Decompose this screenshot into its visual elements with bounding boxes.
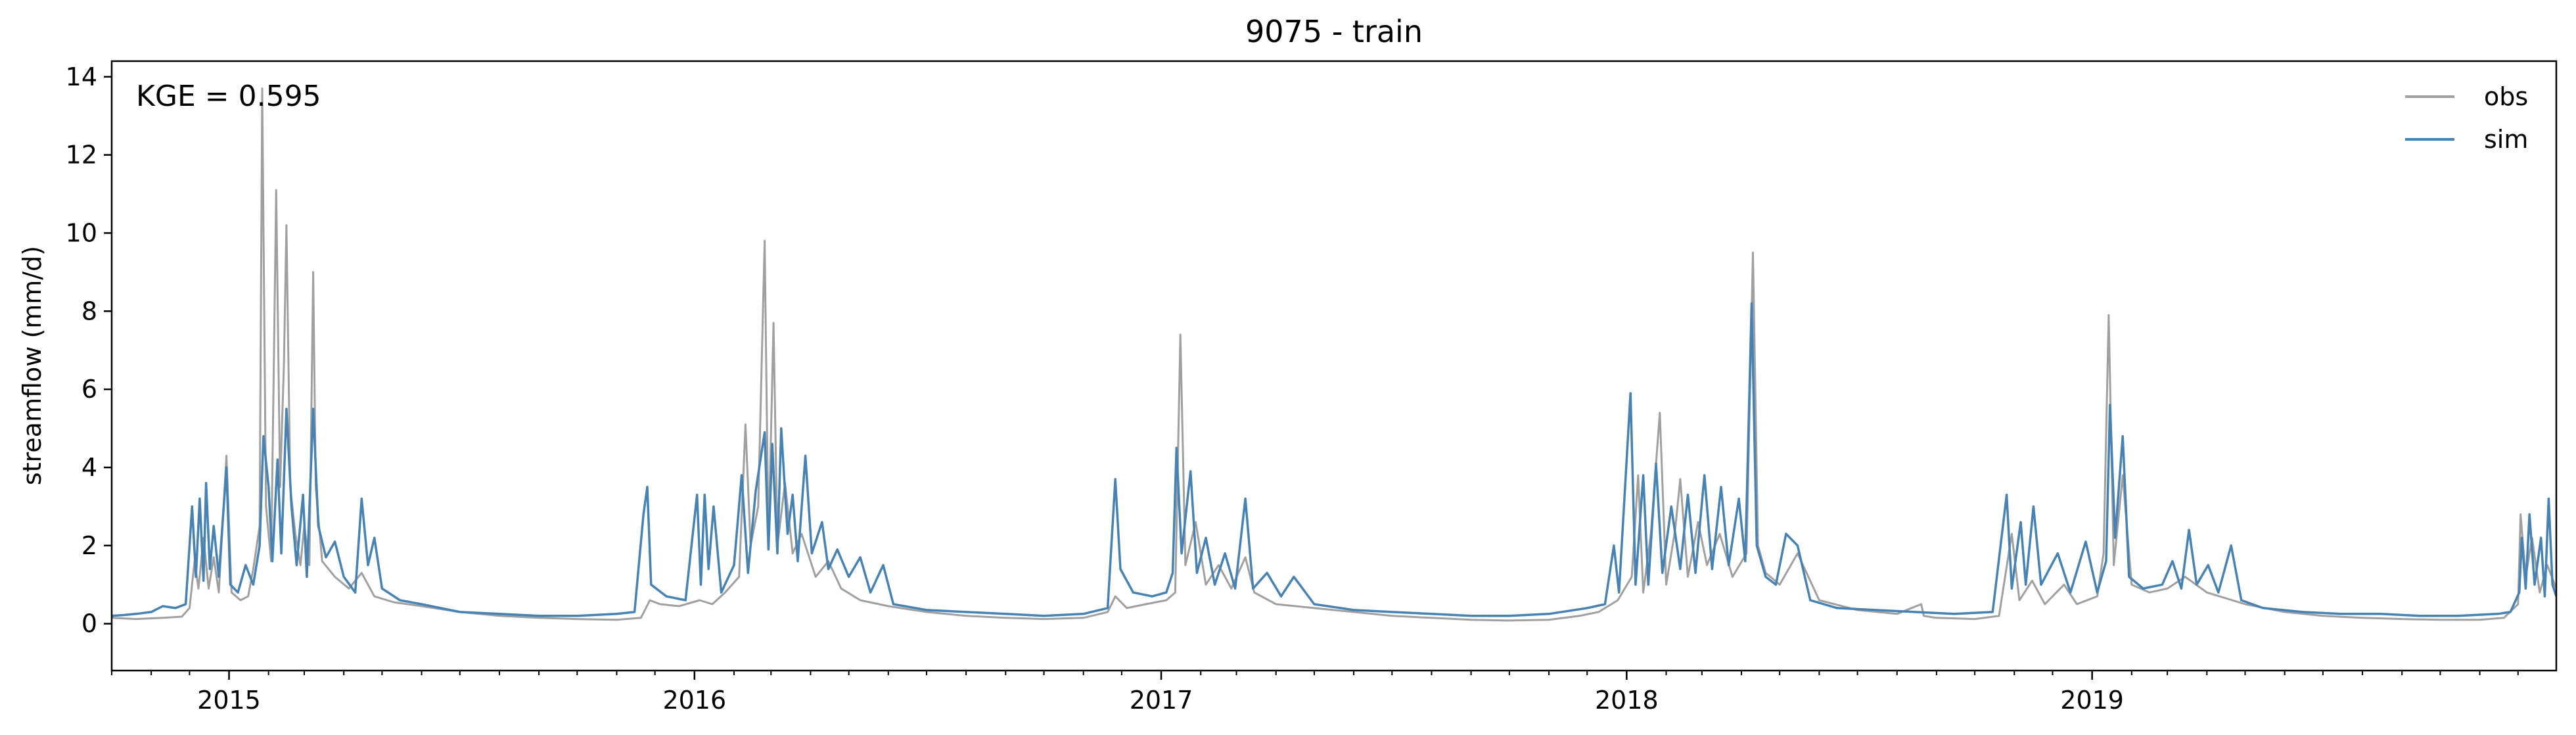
y-tick-label: 6 <box>81 375 97 404</box>
y-tick-label: 12 <box>66 141 97 170</box>
y-tick-label: 14 <box>66 62 97 91</box>
plot-frame <box>110 60 2558 672</box>
y-tick-label: 4 <box>81 453 97 482</box>
x-tick-label: 2015 <box>197 686 261 715</box>
y-tick-label: 2 <box>81 531 97 560</box>
plot-area <box>110 60 2558 672</box>
x-tick-label: 2018 <box>1595 686 1659 715</box>
legend-label-sim: sim <box>2484 125 2528 154</box>
chart-title: 9075 - train <box>1245 14 1423 49</box>
x-tick-label: 2019 <box>2060 686 2124 715</box>
y-tick-label: 10 <box>66 218 97 247</box>
legend: obs sim <box>2405 82 2528 154</box>
y-tick-label: 0 <box>81 609 97 638</box>
series-layer <box>112 87 2556 622</box>
legend-label-obs: obs <box>2484 82 2528 111</box>
y-tick-label: 8 <box>81 296 97 325</box>
y-axis-label: streamflow (mm/d) <box>18 246 47 485</box>
series-line-sim <box>112 302 2556 617</box>
kge-annotation: KGE = 0.595 <box>136 80 321 113</box>
x-tick-label: 2016 <box>662 686 726 715</box>
x-axis: 2015 2016 2017 2018 2019 <box>111 671 2519 715</box>
y-axis: 0 2 4 6 8 10 12 14 <box>66 62 112 638</box>
x-tick-label: 2017 <box>1130 686 1193 715</box>
